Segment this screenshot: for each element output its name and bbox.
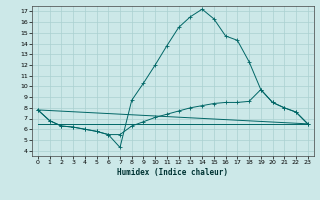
X-axis label: Humidex (Indice chaleur): Humidex (Indice chaleur) <box>117 168 228 177</box>
